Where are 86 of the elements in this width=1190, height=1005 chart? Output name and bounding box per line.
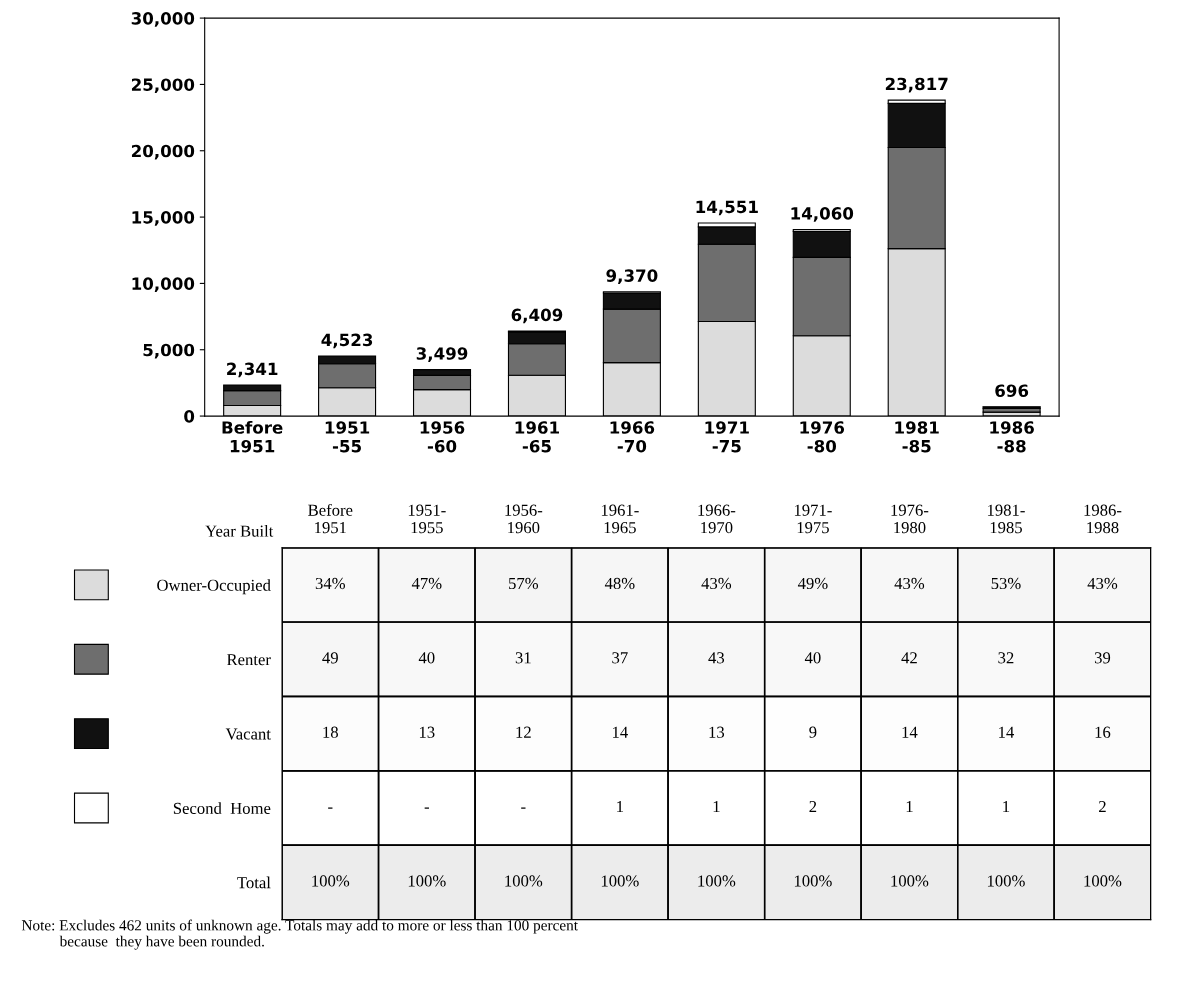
data-label: 32 [998,652,1014,664]
x-tick-label: Before 1951 [222,420,283,453]
data-label: 40 [418,652,435,664]
data-label: 14 [612,726,628,738]
data-label: 100% [794,875,832,887]
data-label: 40 [804,652,821,664]
x-tick-label: 1971 -75 [705,421,749,453]
data-label: 18 [323,726,338,738]
data-label: 14 [902,726,918,738]
total-label: 4,523 [321,333,373,349]
x-tick-label: 1961 -65 [515,421,559,453]
data-label: 37 [612,652,628,664]
y-tick-label: 5,000 [143,343,195,359]
data-label: 16 [1095,726,1111,738]
data-label: 100% [601,875,639,887]
x-tick-label: 1951 -55 [325,421,370,453]
x-tick-label: 1976 -80 [800,421,845,453]
data-label: 100% [891,875,929,887]
data-label: 42 [901,652,917,664]
data-label: 48% [604,577,635,590]
data-label: 43 [708,652,725,664]
data-label: 53% [991,577,1021,590]
data-label: 43% [701,577,732,590]
x-tick-label: 1956 -60 [420,421,465,453]
text: - [424,807,429,809]
data-label: 34% [315,577,345,590]
data-label: 39 [1094,652,1111,664]
y-tick-label: Renter [226,654,271,666]
y-tick-label: Total [237,876,271,889]
data-label: 100% [1084,875,1122,887]
total-label: 14,060 [791,207,854,222]
total-label: 14,551 [696,200,758,216]
data-label: 100% [987,875,1025,887]
x-axis-title: Year Built [205,525,274,537]
text: - [328,807,333,809]
x-tick-label: 1966 -70 [610,421,655,453]
y-tick-label: 15,000 [132,211,195,226]
total-label: 23,817 [885,77,948,93]
y-tick-label: 0 [184,410,195,423]
annotation: Note: Excludes 462 units of unknown age. Totals may add to more or less than 100 percent because they have been rounded. [21,919,578,950]
y-tick-label: Owner-Occupied [157,579,271,595]
total-label: 9,370 [606,269,658,285]
x-tick-label: 1951- 1955 [408,504,446,534]
x-tick-label: 1966- 1970 [698,504,736,534]
y-tick-label: 25,000 [131,78,195,94]
y-tick-label: Vacant [225,728,271,740]
data-label: 1 [1003,801,1010,813]
data-label: 49% [797,577,828,590]
x-tick-label: 1976- 1980 [891,504,929,534]
x-tick-label: 1981- 1985 [987,504,1025,534]
text: - [521,807,526,809]
x-tick-label: 1981 -85 [895,421,939,453]
x-tick-label: 1986 -88 [990,421,1034,453]
total-label: 2,341 [227,362,278,378]
y-tick-label: 10,000 [132,277,195,293]
data-label: 100% [505,875,543,887]
x-tick-label: 1961- 1965 [601,504,639,534]
x-tick-label: Before 1951 [308,503,353,534]
y-tick-label: Second Home [173,802,271,814]
total-label: 3,499 [416,347,468,362]
data-label: 31 [515,652,531,664]
total-label: 6,409 [511,308,563,324]
data-label: 14 [999,726,1015,738]
data-label: 13 [709,726,725,738]
data-label: 43% [1087,577,1118,590]
data-label: 49 [322,652,338,664]
data-label: 100% [698,875,736,887]
data-label: 2 [809,800,817,813]
data-label: 100% [312,875,350,887]
data-label: 57% [509,577,539,590]
x-tick-label: 1986- 1988 [1084,504,1122,534]
data-label: 1 [617,801,624,813]
data-label: 43% [894,577,925,590]
data-label: 12 [516,726,531,738]
data-label: 47% [411,577,442,590]
data-label: 13 [419,726,435,738]
data-label: 100% [408,875,446,887]
x-tick-label: 1971- 1975 [794,504,832,534]
data-label: 9 [809,726,817,738]
data-label: 1 [713,801,720,813]
total-label: 696 [995,384,1029,397]
y-tick-label: 30,000 [131,12,195,27]
data-label: 1 [906,801,913,813]
x-tick-label: 1956- 1960 [505,504,543,534]
y-tick-label: 20,000 [131,144,195,160]
data-label: 2 [1099,800,1106,813]
